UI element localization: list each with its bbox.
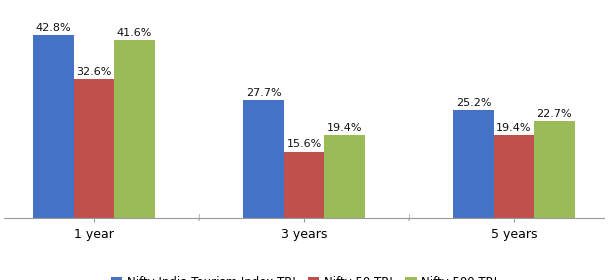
Bar bbox=[324, 135, 365, 218]
Bar bbox=[453, 110, 494, 218]
Text: 32.6%: 32.6% bbox=[77, 67, 112, 76]
Text: 27.7%: 27.7% bbox=[246, 88, 282, 97]
Text: 19.4%: 19.4% bbox=[496, 123, 531, 133]
Text: 15.6%: 15.6% bbox=[286, 139, 322, 150]
Text: 25.2%: 25.2% bbox=[455, 98, 491, 108]
Bar bbox=[74, 79, 114, 218]
Bar bbox=[284, 151, 324, 218]
Bar bbox=[33, 35, 74, 218]
Text: 42.8%: 42.8% bbox=[36, 23, 72, 33]
Legend: Nifty India Tourism Index TRI, Nifty 50 TRI, Nifty 500 TRI: Nifty India Tourism Index TRI, Nifty 50 … bbox=[106, 271, 502, 280]
Text: 41.6%: 41.6% bbox=[117, 28, 152, 38]
Text: 22.7%: 22.7% bbox=[536, 109, 572, 119]
Bar bbox=[534, 121, 575, 218]
Text: 19.4%: 19.4% bbox=[326, 123, 362, 133]
Bar bbox=[243, 100, 284, 218]
Bar bbox=[114, 40, 155, 218]
Bar bbox=[494, 135, 534, 218]
